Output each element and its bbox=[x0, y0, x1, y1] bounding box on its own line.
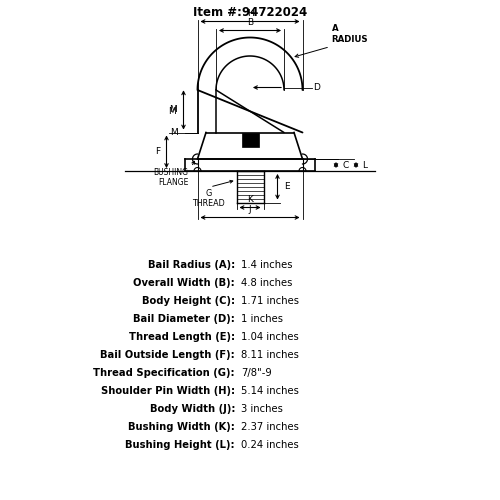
Text: Thread Length (E):: Thread Length (E): bbox=[129, 332, 235, 342]
Text: Body Height (C):: Body Height (C): bbox=[142, 296, 235, 306]
Text: E: E bbox=[284, 182, 290, 191]
Text: BUSHING
FLANGE: BUSHING FLANGE bbox=[154, 168, 188, 188]
Text: H: H bbox=[246, 10, 254, 18]
Text: F: F bbox=[155, 147, 160, 156]
Text: M: M bbox=[168, 107, 176, 116]
Text: C: C bbox=[342, 160, 349, 170]
Text: K: K bbox=[247, 196, 253, 204]
Text: 1 inches: 1 inches bbox=[241, 314, 283, 324]
Text: M: M bbox=[170, 128, 177, 137]
Text: Bail Diameter (D):: Bail Diameter (D): bbox=[133, 314, 235, 324]
Text: Bushing Height (L):: Bushing Height (L): bbox=[126, 440, 235, 450]
Text: 7/8"-9: 7/8"-9 bbox=[241, 368, 272, 378]
Text: Body Width (J):: Body Width (J): bbox=[150, 404, 235, 414]
Text: 5.14 inches: 5.14 inches bbox=[241, 386, 299, 396]
Text: Item #:94722024: Item #:94722024 bbox=[193, 6, 307, 19]
Text: Shoulder Pin Width (H):: Shoulder Pin Width (H): bbox=[101, 386, 235, 396]
Bar bbox=[242, 132, 258, 146]
Text: 4.8 inches: 4.8 inches bbox=[241, 278, 292, 288]
Text: J: J bbox=[248, 206, 252, 214]
Text: 1.71 inches: 1.71 inches bbox=[241, 296, 299, 306]
Text: 1.04 inches: 1.04 inches bbox=[241, 332, 299, 342]
Text: 1.4 inches: 1.4 inches bbox=[241, 260, 292, 270]
Text: 8.11 inches: 8.11 inches bbox=[241, 350, 299, 360]
Text: M: M bbox=[169, 106, 177, 114]
Text: 3 inches: 3 inches bbox=[241, 404, 283, 414]
Text: 0.24 inches: 0.24 inches bbox=[241, 440, 299, 450]
Text: A
RADIUS: A RADIUS bbox=[332, 24, 368, 44]
Text: Thread Specification (G):: Thread Specification (G): bbox=[94, 368, 235, 378]
Text: 2.37 inches: 2.37 inches bbox=[241, 422, 299, 432]
Text: G
THREAD: G THREAD bbox=[192, 189, 225, 208]
Text: Bail Outside Length (F):: Bail Outside Length (F): bbox=[100, 350, 235, 360]
Text: Bail Radius (A):: Bail Radius (A): bbox=[148, 260, 235, 270]
Text: B: B bbox=[247, 18, 253, 28]
Text: Bushing Width (K):: Bushing Width (K): bbox=[128, 422, 235, 432]
Text: L: L bbox=[362, 160, 368, 170]
Text: D: D bbox=[313, 83, 320, 92]
Text: Overall Width (B):: Overall Width (B): bbox=[133, 278, 235, 288]
